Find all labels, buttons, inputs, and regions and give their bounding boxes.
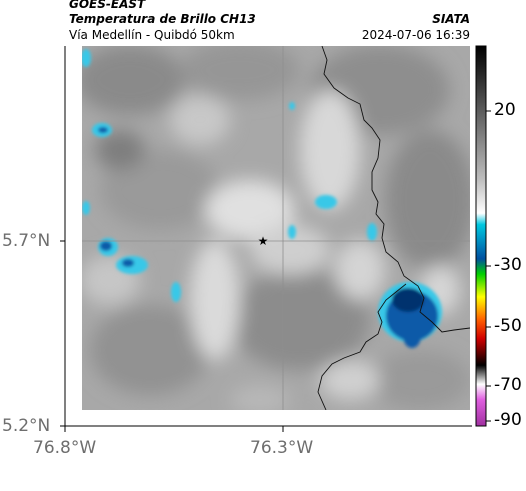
brightness-temperature-imagery [82,46,470,410]
region-subtitle: Vía Medellín - Quibdó 50km [69,28,235,42]
lon-tick-label: 76.3°W [250,438,314,458]
colorbar-tick-label: -30 [494,255,522,275]
department-boundary [321,46,470,333]
product-title: Temperatura de Brillo CH13 [69,12,256,26]
satellite-title: GOES-EAST [69,0,146,11]
cold-cloud-tops [82,49,442,348]
lon-tick-label: 76.8°W [33,438,97,458]
colorbar-gradient [475,45,487,427]
colorbar-tick-label: -50 [494,316,522,336]
colorbar-tick-label: 20 [494,100,516,120]
colorbar-tick-label: -90 [494,410,522,430]
lat-tick-label: 5.7°N [2,231,51,251]
star-icon: ★ [258,234,269,248]
colorbar [475,45,491,427]
organization-label: SIATA [432,12,470,26]
lat-tick-label: 5.2°N [2,416,51,436]
timestamp-label: 2024-07-06 16:39 [361,28,470,42]
department-boundary-south [317,283,407,410]
colorbar-tick-label: -70 [494,375,522,395]
